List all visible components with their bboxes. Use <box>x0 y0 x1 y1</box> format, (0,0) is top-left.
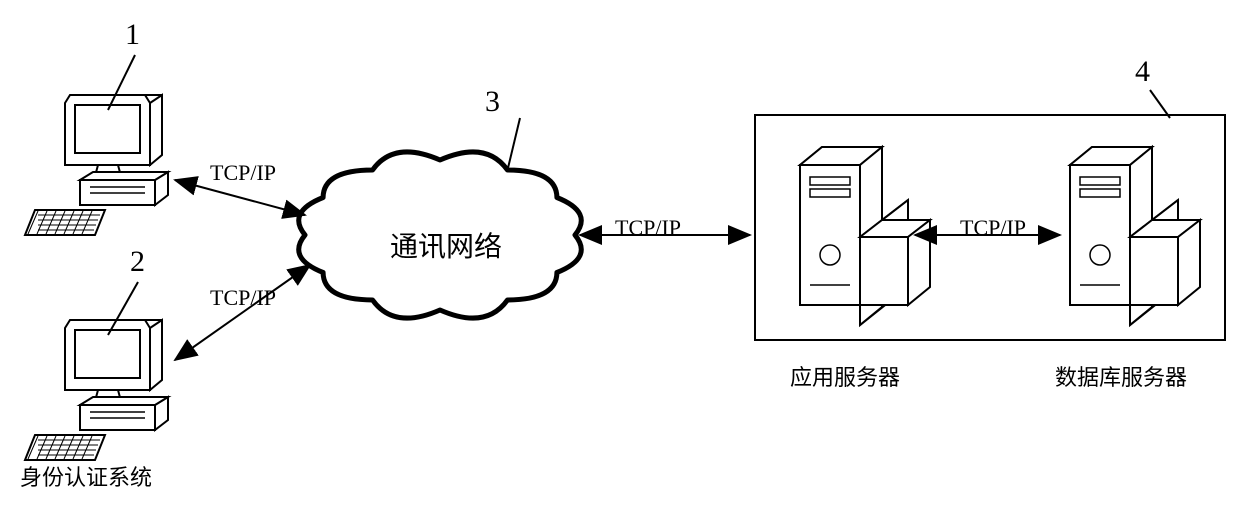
app-server-icon <box>800 147 930 325</box>
diagram-canvas <box>0 0 1240 509</box>
db-server-label: 数据库服务器 <box>1055 360 1187 392</box>
callout-label-3: 3 <box>485 85 500 119</box>
network-label: 通讯网络 <box>390 225 502 265</box>
callout-4 <box>1150 90 1170 118</box>
callout-label-4: 4 <box>1135 55 1150 89</box>
pc-1 <box>25 95 168 235</box>
callout-3 <box>508 118 520 168</box>
pc-2 <box>25 320 168 460</box>
callout-label-1: 1 <box>125 18 140 52</box>
app-server-label: 应用服务器 <box>790 360 900 392</box>
db-server-icon <box>1070 147 1200 325</box>
arrow-pc2-network <box>175 265 310 360</box>
tcpip-label-4: TCP/IP <box>960 215 1026 241</box>
auth-system-label: 身份认证系统 <box>20 460 152 492</box>
callout-label-2: 2 <box>130 245 145 279</box>
tcpip-label-1: TCP/IP <box>210 160 276 186</box>
tcpip-label-3: TCP/IP <box>615 215 681 241</box>
tcpip-label-2: TCP/IP <box>210 285 276 311</box>
